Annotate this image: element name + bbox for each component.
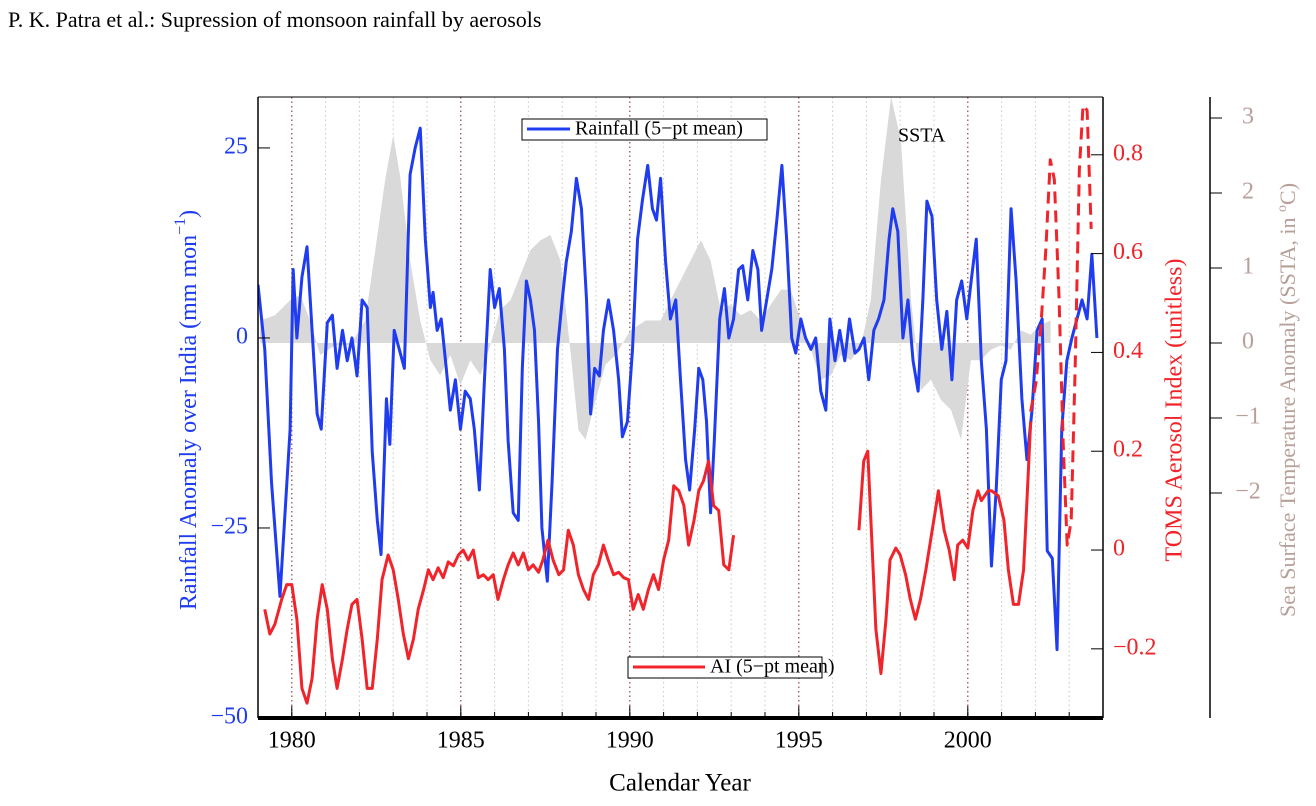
plot-area (258, 97, 1103, 718)
axes: 1980 1985 1990 1995 2000 −50 −25 0 25 −0.2 0 0.2 0.4… (210, 96, 1261, 754)
y2-tick-label: 0.8 (1113, 140, 1143, 166)
y-axis-title: Rainfall Anomaly over India (mm mon−1) (172, 210, 201, 610)
legend-label: Rainfall (5−pt mean) (575, 118, 743, 140)
y-tick-label: −25 (210, 513, 248, 539)
x-tick-label: 2000 (944, 728, 992, 754)
y3-axis-title: Sea Surface Temperature Anomaly (SSTA, i… (1275, 183, 1300, 617)
y3-tick-label: −2 (1235, 479, 1261, 505)
ssta-area (260, 97, 1051, 440)
x-axis-title: Calendar Year (609, 770, 751, 797)
y-axis-title-main: Rainfall Anomaly over India (mm mon (176, 235, 202, 610)
y3-tick-label: 0 (1242, 329, 1254, 355)
series-line (263, 459, 736, 705)
y-tick-label: 0 (236, 323, 248, 349)
legend-box (521, 118, 768, 141)
series-line (1029, 103, 1093, 547)
x-tick-label: 1980 (268, 728, 316, 754)
y3-tick-label: 1 (1242, 254, 1254, 280)
x-tick-label: 1990 (606, 728, 654, 754)
x-tick-label: 1995 (775, 728, 823, 754)
y3-axis-title-end: C) (1275, 183, 1300, 205)
y2-tick-label: 0.4 (1113, 338, 1143, 364)
y2-tick-label: 0.6 (1113, 239, 1143, 265)
y3-tick-label: −1 (1235, 404, 1261, 430)
page-header: P. K. Patra et al.: Supression of monsoo… (8, 7, 541, 32)
y-tick-label: 25 (224, 133, 248, 159)
series-line (258, 126, 1099, 652)
y2-tick-label: −0.2 (1113, 634, 1157, 660)
y3-tick-label: 3 (1242, 104, 1254, 130)
y-axis-title-end: ) (176, 210, 202, 218)
y2-tick-label: 0.2 (1113, 437, 1143, 463)
legend-box (627, 656, 823, 679)
y3-axis-title-sup: o (1275, 205, 1290, 212)
x-tick-label: 1985 (437, 728, 485, 754)
series-line (857, 421, 1033, 676)
y3-axis-title-main: Sea Surface Temperature Anomaly (SSTA, i… (1275, 212, 1300, 617)
y3-tick-label: 2 (1242, 179, 1254, 205)
legend-label: AI (5−pt mean) (710, 656, 835, 678)
y-tick-label: −50 (210, 704, 248, 730)
y-axis-title-sup: −1 (172, 218, 189, 235)
y2-tick-label: 0 (1113, 536, 1125, 562)
area-label: SSTA (898, 125, 946, 147)
y2-axis-title: TOMS Aerosol Index (unitless) (1162, 259, 1188, 562)
